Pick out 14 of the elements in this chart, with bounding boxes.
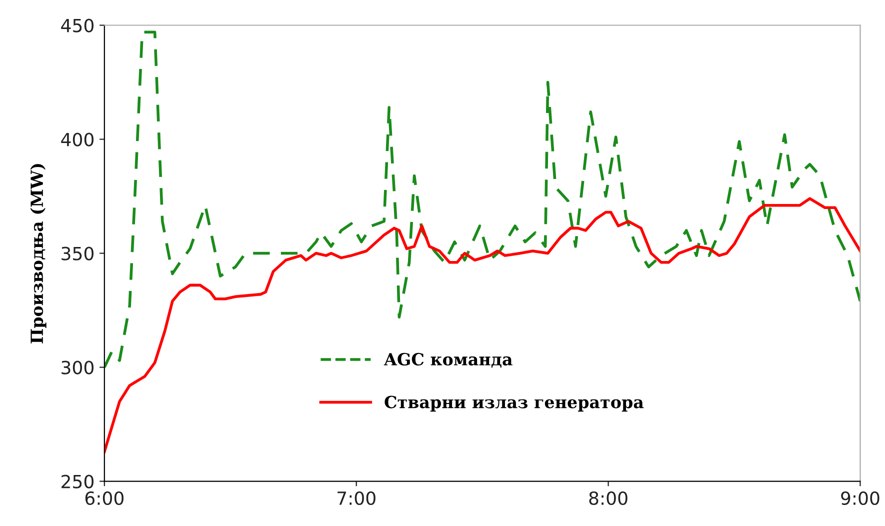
y-tick-label: 300 xyxy=(62,360,94,374)
line-series xyxy=(104,30,860,369)
y-tick-label: 400 xyxy=(61,132,94,146)
y-tick-label: 450 xyxy=(61,18,94,32)
legend-label: AGC команда xyxy=(384,352,512,368)
legend-label: Стварни излаз генератора xyxy=(384,396,644,412)
y-axis-title: Производња (MW) xyxy=(30,164,46,344)
y-tick-label: 350 xyxy=(62,246,94,260)
x-tick-label: 9:00 xyxy=(841,491,880,505)
y-tick-label: 250 xyxy=(62,474,94,488)
x-tick-label: 8:00 xyxy=(589,491,628,505)
x-tick-label: 6:00 xyxy=(85,491,124,505)
x-tick-label: 7:00 xyxy=(338,491,376,505)
line-series xyxy=(104,197,860,454)
